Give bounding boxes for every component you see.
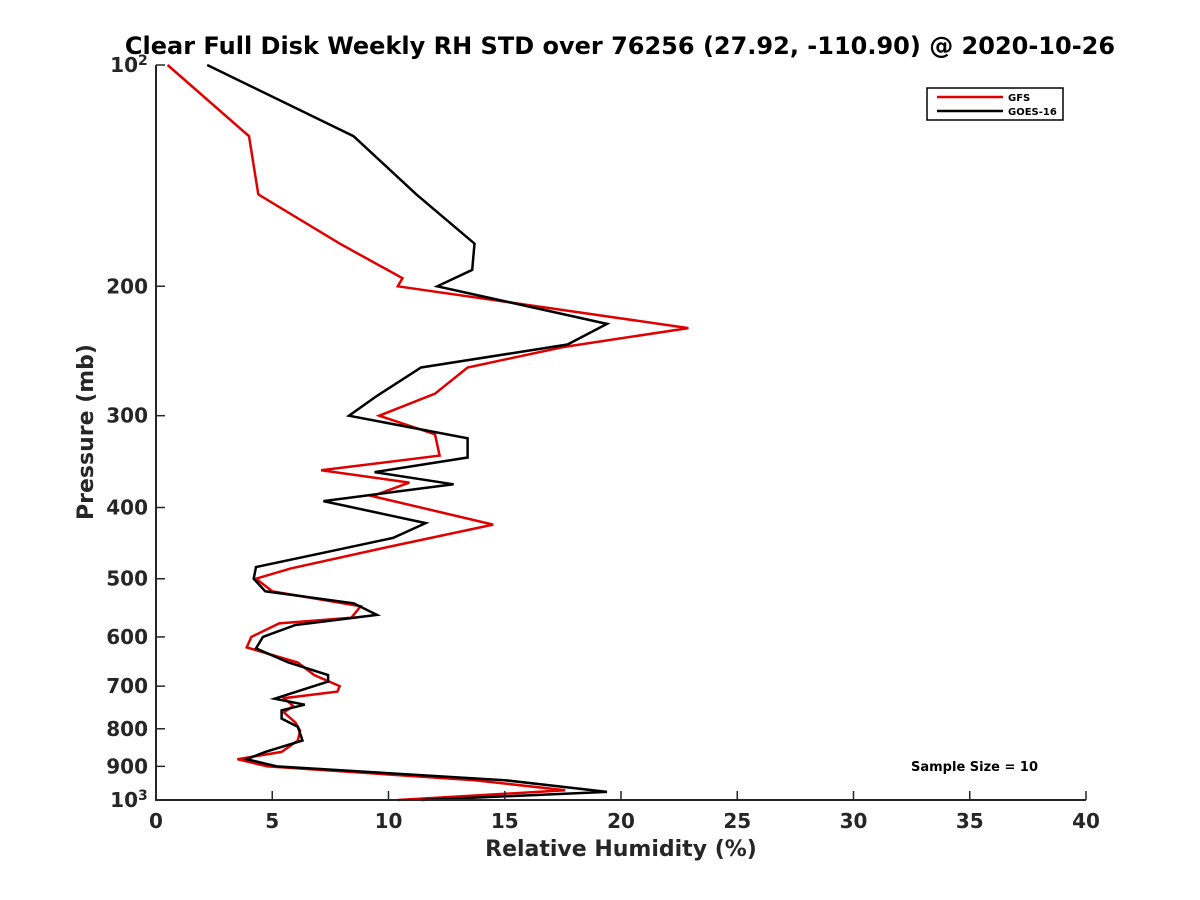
y-tick-label: 10 xyxy=(110,788,138,812)
legend-label-goes16: GOES-16 xyxy=(1008,107,1057,118)
x-tick-label: 40 xyxy=(1072,809,1100,833)
x-tick-label: 10 xyxy=(375,809,403,833)
y-tick-label: 300 xyxy=(106,404,148,428)
y-tick-label: 800 xyxy=(106,717,148,741)
y-tick-exponent: 2 xyxy=(138,53,148,69)
y-tick-label: 600 xyxy=(106,625,148,649)
y-tick-label: 500 xyxy=(106,567,148,591)
x-tick-label: 20 xyxy=(607,809,635,833)
x-tick-label: 30 xyxy=(840,809,868,833)
x-tick-label: 0 xyxy=(149,809,163,833)
legend-box xyxy=(926,87,1064,121)
chart-title: Clear Full Disk Weekly RH STD over 76256… xyxy=(125,32,1115,60)
x-tick-label: 25 xyxy=(723,809,751,833)
x-tick-label: 5 xyxy=(265,809,279,833)
plot-lines xyxy=(166,63,689,802)
legend: GFS GOES-16 xyxy=(926,87,1064,121)
series-line-gfs xyxy=(166,64,689,802)
x-tick-label: 15 xyxy=(491,809,519,833)
sample-size-annotation: Sample Size = 10 xyxy=(911,760,1038,775)
x-axis-ticks: 0 5 10 15 20 25 30 35 40 xyxy=(149,791,1100,833)
x-axis-label: Relative Humidity (%) xyxy=(485,837,757,862)
y-tick-exponent: 3 xyxy=(138,788,148,804)
series-line-goes16 xyxy=(206,63,611,802)
y-axis-label: Pressure (mb) xyxy=(74,344,99,520)
y-tick-label: 200 xyxy=(106,274,148,298)
legend-label-gfs: GFS xyxy=(1008,93,1030,104)
y-tick-label: 10 xyxy=(110,53,138,77)
y-tick-label: 900 xyxy=(106,754,148,778)
y-tick-label: 700 xyxy=(106,674,148,698)
x-tick-label: 35 xyxy=(956,809,984,833)
y-tick-label: 400 xyxy=(106,496,148,520)
